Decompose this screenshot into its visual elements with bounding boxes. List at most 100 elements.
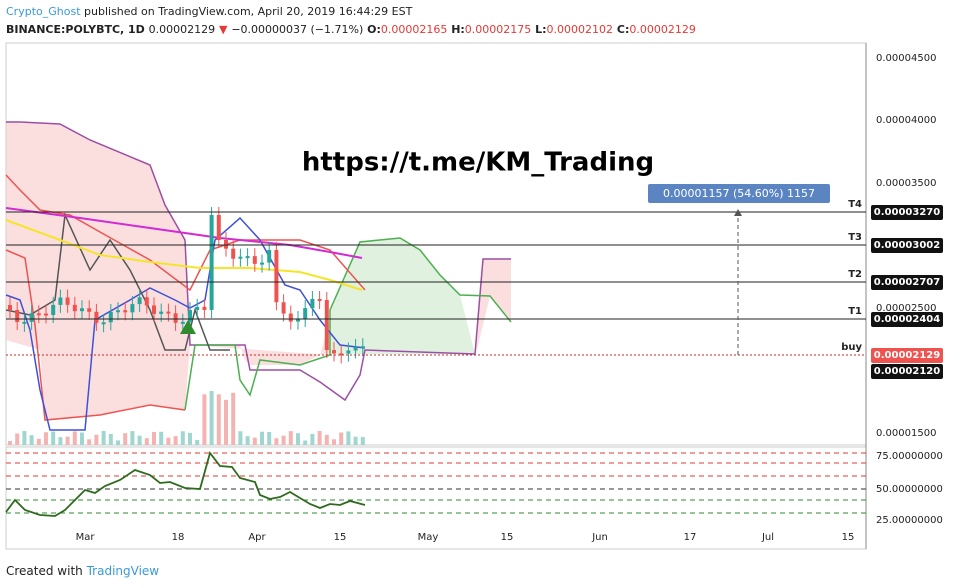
open: 0.00002165 bbox=[381, 23, 447, 36]
time-tick-label: 17 bbox=[684, 532, 697, 543]
price-tick-label: 0.00003500 bbox=[876, 178, 936, 189]
target-price: 0.00002129 bbox=[874, 350, 940, 361]
price-box bbox=[871, 312, 943, 327]
volume-bar bbox=[224, 399, 228, 445]
candle bbox=[123, 310, 128, 313]
volume-bar bbox=[72, 431, 77, 445]
candles bbox=[8, 207, 365, 364]
time-tick-label: Jun bbox=[591, 532, 608, 543]
candle bbox=[238, 256, 243, 259]
c-label: C: bbox=[617, 23, 629, 36]
watermark: https://t.me/KM_Trading bbox=[302, 148, 654, 178]
lagging-span bbox=[5, 212, 230, 351]
time-axis: Mar 18 Apr 15 May 15 Jun 17 Jul 15 bbox=[76, 532, 855, 543]
candle bbox=[188, 310, 192, 322]
volume-bar bbox=[202, 394, 207, 445]
volume-bar bbox=[180, 431, 185, 445]
volume-bar bbox=[29, 435, 34, 445]
candle bbox=[65, 297, 70, 305]
candle bbox=[324, 300, 329, 351]
candle bbox=[353, 346, 358, 351]
price-box bbox=[871, 238, 943, 253]
author[interactable]: Crypto_Ghost bbox=[6, 5, 81, 18]
volume-bar bbox=[65, 436, 70, 445]
volume-bar bbox=[87, 439, 92, 445]
price-box bbox=[871, 348, 943, 363]
volume-bar bbox=[130, 431, 135, 445]
candle bbox=[101, 322, 106, 325]
conversion-line bbox=[5, 216, 366, 431]
h-label: H: bbox=[451, 23, 465, 36]
target-label: T3 bbox=[848, 232, 862, 243]
osc-tick-label: 25.00000000 bbox=[876, 515, 943, 526]
candle bbox=[360, 346, 365, 349]
candle bbox=[15, 310, 20, 323]
candle bbox=[346, 350, 351, 354]
candle bbox=[303, 308, 308, 319]
candle bbox=[260, 262, 264, 265]
price-tick-label: 0.00004000 bbox=[876, 115, 936, 126]
high: 0.00002175 bbox=[465, 23, 531, 36]
volume-bar bbox=[15, 433, 20, 445]
target-label: T2 bbox=[848, 269, 862, 280]
time-tick-label: May bbox=[418, 532, 439, 543]
measure-box bbox=[648, 184, 830, 203]
symbol: BINANCE:POLYBTC, 1D bbox=[6, 23, 145, 36]
time-tick-label: Apr bbox=[248, 532, 266, 543]
base-line-2 bbox=[5, 174, 366, 292]
volume-bar bbox=[260, 431, 264, 445]
candle bbox=[245, 256, 250, 259]
volume-bar bbox=[173, 436, 178, 445]
volume-bar bbox=[360, 437, 365, 445]
close: 0.00002129 bbox=[629, 23, 695, 36]
target-label: T4 bbox=[848, 199, 862, 210]
price-tick-label: 0.00002500 bbox=[876, 303, 936, 314]
targets: T4 T3 T2 T1 buy bbox=[6, 199, 866, 356]
volume-bar bbox=[317, 431, 322, 445]
candle bbox=[8, 305, 12, 310]
candle bbox=[180, 321, 185, 324]
footer: Created with TradingView bbox=[6, 564, 159, 578]
target-price: 0.00002404 bbox=[874, 314, 940, 325]
volume-bar bbox=[332, 439, 336, 445]
support-price: 0.00002120 bbox=[874, 366, 940, 377]
candle bbox=[159, 311, 164, 314]
candle bbox=[195, 306, 200, 311]
volume-bar bbox=[94, 434, 99, 445]
target-label: buy bbox=[841, 342, 862, 353]
candle bbox=[252, 256, 257, 264]
candle bbox=[58, 297, 63, 305]
candle bbox=[296, 318, 300, 322]
volume-bar bbox=[252, 437, 257, 445]
footer-brand[interactable]: TradingView bbox=[86, 564, 160, 578]
volume-bar bbox=[188, 432, 192, 445]
candle bbox=[209, 215, 214, 310]
volume-bar bbox=[108, 433, 113, 445]
volume-bar bbox=[58, 437, 63, 445]
volume-bar bbox=[144, 438, 149, 445]
measure-label: 0.00001157 (54.60%) 1157 bbox=[663, 187, 815, 200]
l-label: L: bbox=[535, 23, 546, 36]
candle bbox=[224, 240, 228, 249]
candle bbox=[22, 321, 27, 324]
oscillator-axis: 75.00000000 50.00000000 25.00000000 bbox=[876, 451, 943, 526]
time-tick-label: Jul bbox=[761, 532, 774, 543]
volume-bar bbox=[310, 433, 315, 445]
volume-bar bbox=[288, 431, 293, 445]
candle bbox=[274, 250, 279, 303]
volume-bar bbox=[281, 435, 286, 445]
time-tick-label: 15 bbox=[334, 532, 347, 543]
time-tick-label: Mar bbox=[76, 532, 96, 543]
candle bbox=[310, 299, 315, 309]
candle bbox=[216, 215, 221, 240]
cloud-red bbox=[6, 122, 330, 420]
candle bbox=[137, 297, 142, 305]
footer-text: Created with bbox=[6, 564, 83, 578]
target-price: 0.00003002 bbox=[874, 240, 940, 251]
cloud-red-2 bbox=[476, 259, 511, 354]
volume-bar bbox=[296, 433, 300, 445]
volume-bar bbox=[346, 431, 351, 445]
time-tick-label: 18 bbox=[172, 532, 185, 543]
candle bbox=[152, 305, 156, 314]
price-box bbox=[871, 205, 943, 220]
